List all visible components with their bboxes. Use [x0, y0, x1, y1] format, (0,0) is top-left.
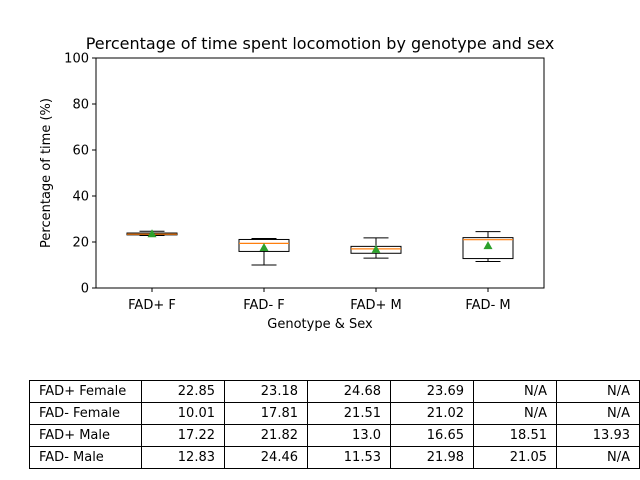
y-tick-label: 20 — [72, 236, 89, 251]
data-table: FAD+ Female 22.85 23.18 24.68 23.69 N/A N/A FAD… — [29, 380, 640, 469]
y-tick-label: 60 — [72, 144, 89, 159]
table-cell: 11.53 — [307, 446, 391, 469]
mean-marker — [259, 243, 269, 252]
table-cell: 22.85 — [141, 380, 225, 403]
y-ticks: 0 20 40 60 80 100 — [64, 52, 96, 297]
table-cell: N/A — [473, 380, 557, 403]
table-row: FAD+ Male 17.22 21.82 13.0 16.65 18.51 13.93 — [29, 424, 640, 447]
table-cell: 21.02 — [390, 402, 474, 425]
box-plot — [126, 229, 178, 238]
y-tick-label: 80 — [72, 98, 89, 113]
table-cell: 24.46 — [224, 446, 308, 469]
y-tick-label: 100 — [64, 52, 89, 67]
row-label: FAD- Female — [29, 402, 142, 425]
y-tick-label: 40 — [72, 190, 89, 205]
table-cell: 12.83 — [141, 446, 225, 469]
chart-title: Percentage of time spent locomotion by g… — [86, 34, 555, 53]
x-tick-label: FAD+ F — [128, 298, 176, 313]
x-ticks: FAD+ F FAD- F FAD+ M FAD- M — [128, 288, 511, 313]
table-row: FAD+ Female 22.85 23.18 24.68 23.69 N/A N/A — [29, 380, 640, 403]
table-row: FAD- Female 10.01 17.81 21.51 21.02 N/A N/A — [29, 402, 640, 425]
table-cell: 16.65 — [390, 424, 474, 447]
table-cell: N/A — [556, 380, 640, 403]
table-cell: 23.69 — [390, 380, 474, 403]
mean-marker — [371, 244, 381, 253]
plot-frame — [95, 57, 545, 289]
box-plot — [238, 238, 290, 266]
row-label: FAD+ Female — [29, 380, 142, 403]
table-cell: 17.22 — [141, 424, 225, 447]
x-tick-label: FAD+ M — [350, 298, 401, 313]
table-cell: 18.51 — [473, 424, 557, 447]
table-cell: N/A — [473, 402, 557, 425]
chart: Percentage of time spent locomotion by g… — [39, 34, 555, 332]
table-cell: 24.68 — [307, 380, 391, 403]
x-axis-label: Genotype & Sex — [267, 317, 373, 332]
row-label: FAD+ Male — [29, 424, 142, 447]
row-label: FAD- Male — [29, 446, 142, 469]
mean-marker — [147, 229, 157, 238]
y-tick-label: 0 — [81, 282, 89, 297]
table-cell: 23.18 — [224, 380, 308, 403]
table-cell: N/A — [556, 446, 640, 469]
table-cell: 10.01 — [141, 402, 225, 425]
table-cell: 13.0 — [307, 424, 391, 447]
table-cell: N/A — [556, 402, 640, 425]
box-plots — [126, 229, 514, 266]
x-tick-label: FAD- F — [243, 298, 285, 313]
table-cell: 21.51 — [307, 402, 391, 425]
mean-marker — [483, 241, 493, 250]
table-cell: 17.81 — [224, 402, 308, 425]
y-axis-label: Percentage of time (%) — [39, 98, 54, 248]
box-plot — [350, 237, 402, 259]
table-row: FAD- Male 12.83 24.46 11.53 21.98 21.05 N/A — [29, 446, 640, 469]
table-cell: 21.98 — [390, 446, 474, 469]
box-iqr — [462, 237, 514, 260]
table-cell: 13.93 — [556, 424, 640, 447]
table-cell: 21.05 — [473, 446, 557, 469]
box-iqr — [238, 238, 290, 252]
table-cell: 21.82 — [224, 424, 308, 447]
box-plot — [462, 231, 514, 263]
x-tick-label: FAD- M — [465, 298, 510, 313]
